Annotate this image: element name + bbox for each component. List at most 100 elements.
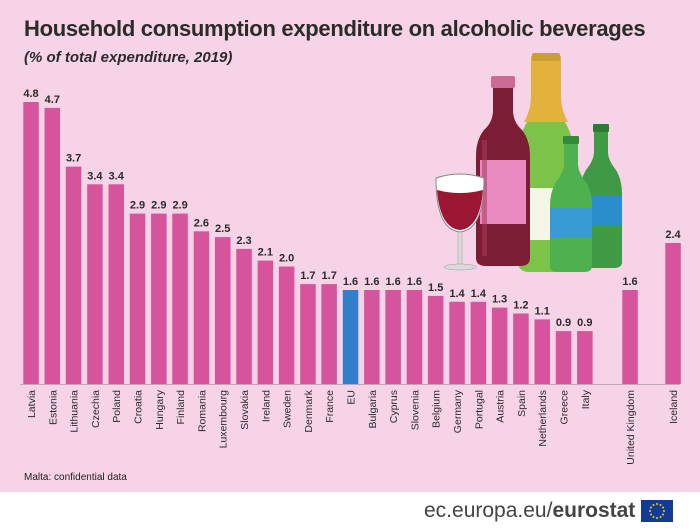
value-label-romania: 2.6 [194, 217, 209, 229]
value-label-portugal: 1.4 [471, 288, 487, 300]
wine-bottle-icon [476, 76, 530, 266]
value-label-netherlands: 1.1 [535, 305, 550, 317]
value-label-slovakia: 2.3 [236, 235, 251, 247]
bar-slovakia [236, 248, 252, 384]
value-label-austria: 1.3 [492, 294, 507, 306]
bar-czechia [87, 184, 103, 385]
bar-sweden [278, 266, 295, 384]
eurostat-brand: ec.europa.eu/eurostat [424, 496, 674, 526]
value-label-germany: 1.4 [449, 288, 465, 300]
bar-luxembourg [215, 237, 231, 384]
category-label-romania: Romania [196, 390, 208, 432]
bar-germany [449, 301, 465, 385]
bar-hungary [151, 213, 167, 384]
footnote: Malta: confidential data [24, 472, 127, 483]
value-label-hungary: 2.9 [151, 200, 166, 212]
brand-name: eurostat [552, 499, 636, 522]
category-label-finland: Finland [175, 390, 187, 425]
category-label-netherlands: Netherlands [537, 390, 549, 447]
brand-url: ec.europa.eu/ [424, 499, 553, 522]
value-label-cyprus: 1.6 [385, 276, 400, 288]
bar-spain [513, 313, 529, 384]
bar-austria [491, 307, 508, 384]
bar-netherlands [534, 319, 550, 384]
bar-chart: 4.8 4.7 3.7 3.4 3.4 2.9 2.9 2.9 2.6 2.5 2.3 2.1 2.0 1… [20, 53, 682, 465]
bar-italy [577, 331, 593, 384]
category-label-hungary: Hungary [154, 389, 166, 429]
value-label-slovenia: 1.6 [407, 276, 422, 288]
bar-ireland [257, 260, 274, 384]
value-label-iceland: 2.4 [665, 229, 681, 241]
value-label-ireland: 2.1 [258, 247, 273, 259]
value-label-denmark: 1.7 [300, 270, 315, 282]
category-label-portugal: Portugal [473, 390, 485, 429]
value-label-united-kingdom: 1.6 [622, 276, 637, 288]
bar-belgium [427, 295, 444, 384]
category-label-greece: Greece [559, 390, 571, 425]
bar-latvia [23, 102, 39, 384]
bar-iceland [665, 243, 681, 384]
category-label-poland: Poland [111, 390, 123, 423]
category-label-lithuania: Lithuania [69, 390, 81, 433]
category-label-belgium: Belgium [431, 390, 443, 428]
chart-title: Household consumption expenditure on alc… [24, 16, 646, 41]
category-label-estonia: Estonia [47, 390, 59, 425]
category-label-sweden: Sweden [282, 390, 294, 428]
value-label-greece: 0.9 [556, 317, 571, 329]
value-label-sweden: 2.0 [279, 253, 294, 265]
value-label-luxembourg: 2.5 [215, 223, 230, 235]
value-label-belgium: 1.5 [428, 282, 443, 294]
value-label-latvia: 4.8 [23, 88, 38, 100]
category-label-france: France [324, 390, 336, 423]
bar-eu [342, 290, 359, 384]
bar-romania [193, 231, 210, 385]
value-label-croatia: 2.9 [130, 200, 145, 212]
bar-denmark [300, 284, 316, 384]
value-label-finland: 2.9 [172, 200, 187, 212]
bars-group [23, 102, 681, 385]
beer-bottle-icon-2 [550, 136, 592, 272]
category-label-bulgaria: Bulgaria [367, 390, 379, 429]
bar-poland [108, 184, 124, 385]
category-label-slovakia: Slovakia [239, 390, 251, 430]
bar-finland [172, 213, 188, 384]
value-label-bulgaria: 1.6 [364, 276, 379, 288]
bar-slovenia [406, 290, 423, 384]
category-label-iceland: Iceland [668, 390, 680, 424]
value-label-estonia: 4.7 [45, 94, 60, 106]
category-label-luxembourg: Luxembourg [218, 390, 230, 449]
bar-estonia [44, 107, 60, 385]
category-labels-group: Latvia Estonia Lithuania Czechia Poland Croat… [26, 389, 680, 464]
category-label-cyprus: Cyprus [388, 390, 400, 423]
value-labels-group: 4.8 4.7 3.7 3.4 3.4 2.9 2.9 2.9 2.6 2.5 2.3 2.1 2.0 1… [23, 88, 681, 329]
value-label-lithuania: 3.7 [66, 153, 81, 165]
bar-croatia [129, 213, 146, 384]
category-label-slovenia: Slovenia [409, 390, 421, 430]
bar-cyprus [385, 290, 401, 384]
bar-greece [555, 331, 572, 384]
category-label-germany: Germany [452, 389, 464, 433]
category-label-spain: Spain [516, 390, 528, 417]
category-label-austria: Austria [495, 390, 507, 423]
bar-portugal [470, 301, 487, 385]
bar-united-kingdom [622, 290, 638, 384]
value-label-france: 1.7 [322, 270, 337, 282]
bar-france [321, 284, 337, 384]
value-label-eu: 1.6 [343, 276, 358, 288]
value-label-poland: 3.4 [109, 170, 125, 182]
category-label-united-kingdom: United Kingdom [625, 390, 637, 465]
category-label-italy: Italy [580, 389, 592, 409]
eu-flag-icon [641, 500, 674, 522]
value-label-czechia: 3.4 [87, 170, 103, 182]
category-label-czechia: Czechia [90, 390, 102, 428]
value-label-italy: 0.9 [577, 317, 592, 329]
category-label-croatia: Croatia [133, 390, 145, 424]
bar-lithuania [65, 166, 82, 384]
chart-subtitle: (% of total expenditure, 2019) [24, 49, 233, 66]
value-label-spain: 1.2 [513, 300, 528, 312]
bottles-illustration [435, 53, 622, 272]
category-label-denmark: Denmark [303, 389, 315, 432]
category-label-ireland: Ireland [260, 390, 272, 422]
category-label-latvia: Latvia [26, 390, 38, 418]
wine-glass-icon [435, 173, 485, 271]
